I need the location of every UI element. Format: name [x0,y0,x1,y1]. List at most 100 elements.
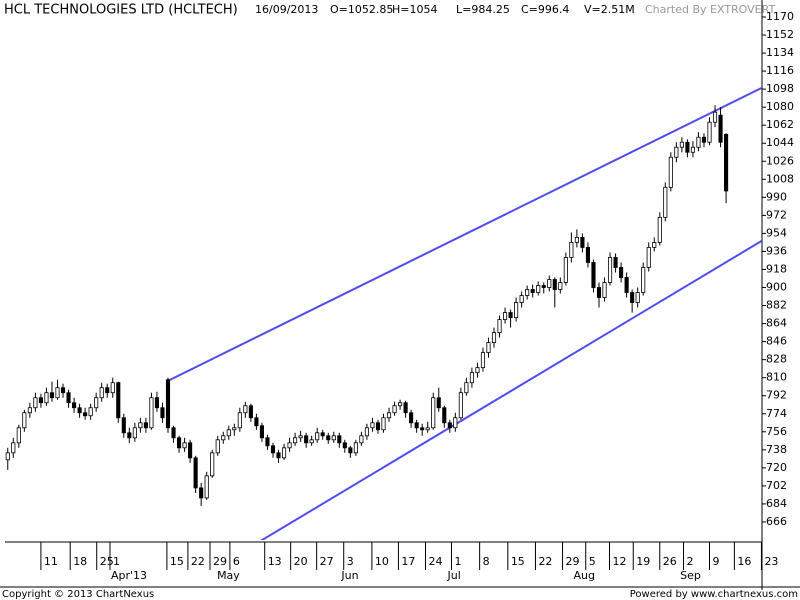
y-tick-label: 1170 [766,10,794,23]
month-label: Sep [680,569,701,582]
low-label: L=984.25 [456,3,510,16]
x-tick-label: 20 [294,555,308,568]
candle-body [646,247,651,268]
x-tick-label: 1 [454,555,461,568]
candle-body [569,242,574,258]
x-tick-label: 19 [636,555,650,568]
candle-body [265,437,270,447]
candle-body [49,392,55,399]
y-tick-label: 990 [766,190,787,203]
month-label: Jul [446,569,460,582]
candle-body [425,427,430,431]
y-tick-label: 756 [766,425,787,438]
x-tick-label: 5 [589,555,596,568]
y-tick-label: 846 [766,335,787,348]
candle-body [491,332,497,344]
y-tick-label: 864 [766,317,787,330]
trendline [169,87,762,381]
trendline [260,240,762,540]
candle-body [105,387,110,394]
candle-body [580,237,585,248]
x-tick-label: 24 [428,555,442,568]
x-tick-label: 6 [233,555,240,568]
candle-body [188,442,193,459]
candle-body [99,387,104,399]
candle-body [304,435,309,444]
candle-body [458,392,463,419]
x-tick-label: 18 [73,555,87,568]
candle-body [420,427,425,431]
candle-body [464,382,469,394]
candle-body [143,422,148,429]
x-tick-label: 8 [483,555,490,568]
candle-body [210,452,215,477]
x-tick-label: 3 [347,555,354,568]
open-label: O=1052.85 [330,3,393,16]
candle-body [619,267,624,278]
x-tick-label: 2 [687,555,694,568]
x-tick-label: 13 [268,555,282,568]
candle-body [414,422,419,429]
x-tick-label: 9 [713,555,720,568]
x-tick-label: 23 [764,555,778,568]
month-label: Jun [340,569,358,582]
candle-body [630,292,635,303]
candle-body [525,289,530,296]
candle-body [337,435,342,444]
candle-body [72,402,77,409]
x-tick-label: 22 [538,555,552,568]
chart-title: HCL TECHNOLOGIES LTD (HCLTECH) [4,3,238,18]
date: 16/09/2013 [255,3,318,16]
candle-body [375,422,381,431]
candle-body [530,289,535,293]
candle-body [453,417,458,429]
candle-body [386,412,392,419]
candle-body [685,141,690,153]
candle-body [547,279,552,288]
y-tick-label: 1080 [766,100,794,113]
candle-body [127,432,132,439]
candle-body [392,405,397,414]
y-tick-label: 1152 [766,28,794,41]
y-tick-label: 1026 [766,154,794,167]
candle-body [602,282,607,298]
candle-body [60,387,66,394]
candle-body [320,432,325,437]
candle-body [359,435,364,444]
x-tick-label: 11 [44,555,58,568]
candle-body [596,287,602,298]
candle-body [696,136,701,148]
x-tick-label: 26 [663,555,677,568]
candle-body [22,412,27,429]
candle-body [199,487,204,499]
y-tick-label: 882 [766,299,787,312]
y-tick-label: 792 [766,389,787,402]
candle-body [409,412,414,424]
x-tick-label: 15 [170,555,184,568]
candle-body [607,257,613,283]
candle-body [431,397,436,429]
candle-body [326,435,331,441]
candle-body [585,247,591,263]
candle-body [149,397,154,429]
candle-body [243,405,248,414]
candle-body [497,319,502,333]
candle-body [541,285,546,288]
y-tick-label: 1098 [766,82,794,95]
candle-body [315,432,320,441]
candle-body [508,312,513,318]
month-label: May [217,569,240,582]
x-tick-label: 25 [100,555,114,568]
candle-body [652,242,657,248]
candle-body [674,146,679,158]
candle-body [519,295,524,303]
x-tick-label: 29 [566,555,580,568]
candle-body [613,257,618,268]
candle-body [663,186,668,218]
candle-body [270,445,276,454]
candle-body [724,133,729,192]
candle-body [552,279,557,290]
candle-body [657,216,662,243]
candle-body [221,435,226,441]
candle-body [480,352,486,369]
